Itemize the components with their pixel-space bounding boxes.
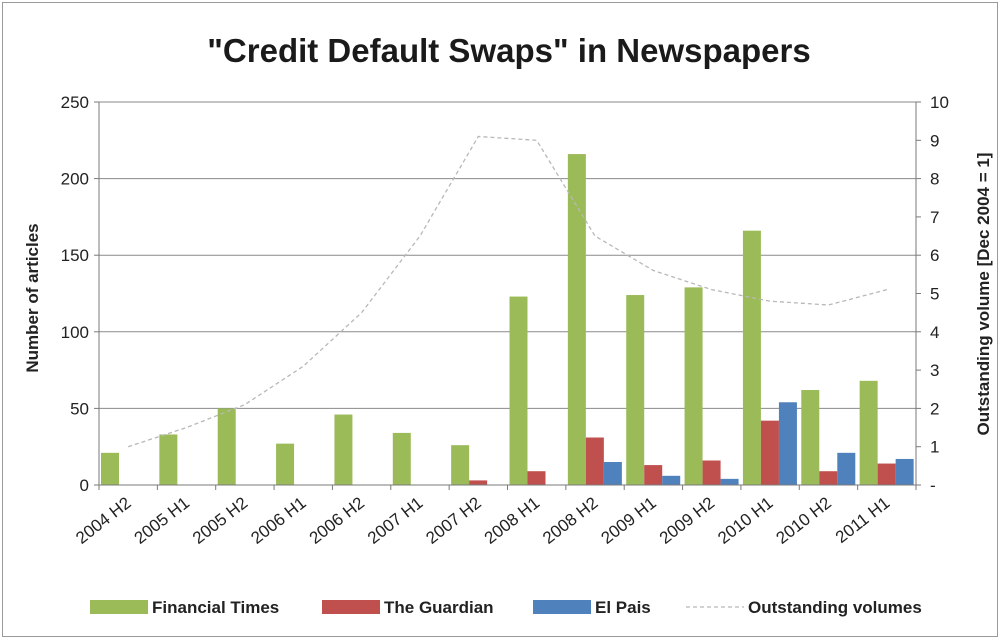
y-axis-title: Number of articles xyxy=(23,223,42,372)
legend-label: Outstanding volumes xyxy=(748,598,922,617)
y-tick-label: 200 xyxy=(61,170,89,189)
bar-the-guardian xyxy=(877,463,896,485)
bar-financial-times xyxy=(276,443,295,485)
bar-the-guardian xyxy=(819,471,838,485)
legend-item: Financial Times xyxy=(90,598,279,617)
x-tick-label: 2010 H2 xyxy=(773,493,835,548)
bar-financial-times xyxy=(159,434,178,485)
x-tick-label: 2008 H1 xyxy=(481,493,543,548)
y2-tick-label: 5 xyxy=(930,285,939,304)
bar-the-guardian xyxy=(585,437,604,485)
y-tick-label: 0 xyxy=(80,476,89,495)
bar-financial-times xyxy=(626,295,645,485)
x-tick-label: 2007 H1 xyxy=(364,493,426,548)
chart-title: "Credit Default Swaps" in Newspapers xyxy=(207,32,810,69)
x-tick-label: 2005 H1 xyxy=(131,493,193,548)
legend-label: The Guardian xyxy=(384,598,494,617)
y2-axis-title: Outstanding volume [Dec 2004 = 1] xyxy=(974,153,993,436)
x-tick-label: 2005 H2 xyxy=(189,493,251,548)
x-tick-label: 2010 H1 xyxy=(714,493,776,548)
left-axis-ticks: 0 50 100 150 200 250 xyxy=(61,93,99,495)
legend-item: El Pais xyxy=(533,598,651,617)
legend-label: El Pais xyxy=(595,598,651,617)
outstanding-volume-line xyxy=(127,135,887,448)
bar-financial-times xyxy=(101,452,119,485)
legend-item: The Guardian xyxy=(322,598,494,617)
x-tick-label: 2006 H2 xyxy=(306,493,368,548)
y2-tick-label: 3 xyxy=(930,361,939,380)
y-tick-label: 150 xyxy=(61,246,89,265)
bar-the-guardian xyxy=(469,480,488,485)
x-tick-label: 2009 H2 xyxy=(656,493,718,548)
y2-tick-label: 2 xyxy=(930,399,939,418)
legend: Financial Times The Guardian El Pais Outsta… xyxy=(90,598,922,617)
bar-financial-times xyxy=(217,408,236,485)
legend-swatch xyxy=(322,600,380,614)
legend-item: Outstanding volumes xyxy=(686,598,922,617)
bar-the-guardian xyxy=(702,460,721,485)
gridlines xyxy=(99,101,916,409)
bar-financial-times xyxy=(801,390,820,485)
bar-the-guardian xyxy=(760,420,779,485)
bar-el-pais xyxy=(895,458,914,485)
x-tick-label: 2007 H2 xyxy=(422,493,484,548)
y2-tick-label: 8 xyxy=(930,170,939,189)
x-tick-label: 2004 H2 xyxy=(72,493,134,548)
y-tick-label: 100 xyxy=(61,323,89,342)
right-axis-ticks: - 1 2 3 4 5 6 7 8 9 10 xyxy=(916,93,949,495)
bar-the-guardian xyxy=(527,471,546,485)
bar-financial-times xyxy=(567,154,586,485)
legend-swatch xyxy=(533,600,591,614)
y-tick-label: 250 xyxy=(61,93,89,112)
bar-el-pais xyxy=(662,475,681,485)
line-outstanding-volumes xyxy=(127,135,887,448)
bar-el-pais xyxy=(603,462,622,485)
y2-tick-label: - xyxy=(930,476,936,495)
bar-the-guardian xyxy=(644,465,663,485)
y2-tick-label: 10 xyxy=(930,93,949,112)
bar-financial-times xyxy=(684,287,703,485)
x-tick-label: 2009 H1 xyxy=(598,493,660,548)
bar-el-pais xyxy=(778,402,797,485)
bar-financial-times xyxy=(509,296,528,485)
bar-financial-times xyxy=(859,380,878,485)
y-tick-label: 50 xyxy=(70,399,89,418)
legend-label: Financial Times xyxy=(152,598,279,617)
x-tick-label: 2008 H2 xyxy=(539,493,601,548)
bar-financial-times xyxy=(334,414,353,485)
x-tick-label: 2011 H1 xyxy=(832,493,893,547)
bars xyxy=(101,154,914,485)
y2-tick-label: 6 xyxy=(930,246,939,265)
bar-financial-times xyxy=(392,432,411,485)
bar-el-pais xyxy=(837,452,856,485)
legend-swatch xyxy=(90,600,148,614)
y2-tick-label: 1 xyxy=(930,438,939,457)
y2-tick-label: 9 xyxy=(930,131,939,150)
bar-el-pais xyxy=(720,478,739,485)
bar-financial-times xyxy=(742,230,761,485)
x-tick-label: 2006 H1 xyxy=(247,493,309,548)
y2-tick-label: 7 xyxy=(930,208,939,227)
y2-tick-label: 4 xyxy=(930,323,939,342)
bar-financial-times xyxy=(451,445,470,485)
